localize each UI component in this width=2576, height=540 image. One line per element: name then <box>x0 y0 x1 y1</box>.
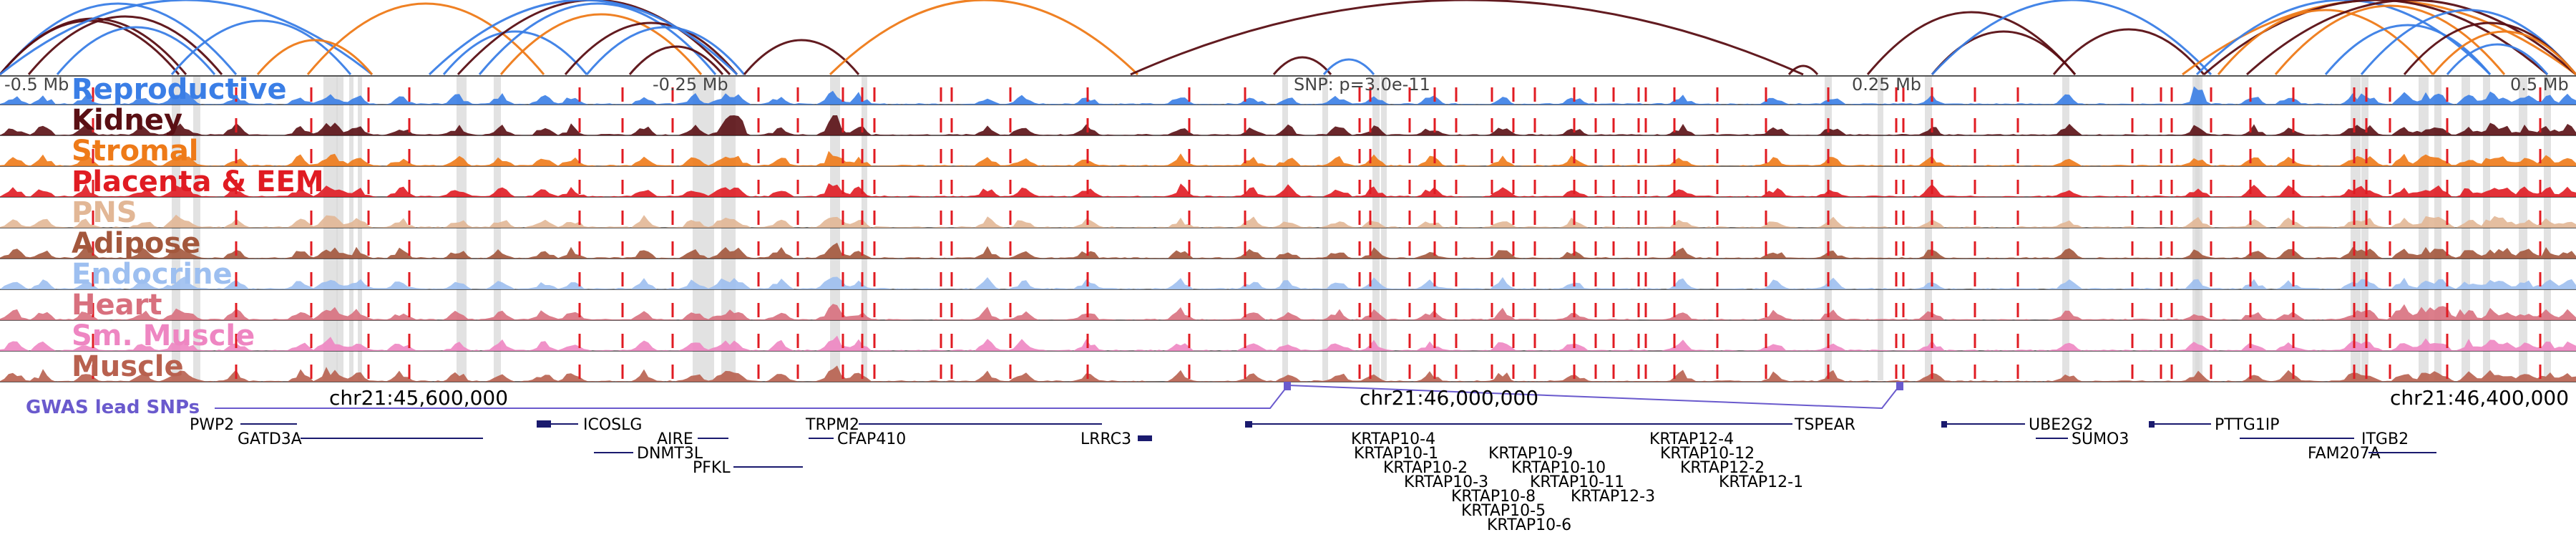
gene-label[interactable]: ITGB2 <box>2361 430 2409 448</box>
coordinate-label: chr21:46,400,000 <box>2390 386 2569 410</box>
gene-label[interactable]: TSPEAR <box>1794 416 1855 434</box>
interaction-arc <box>829 0 1139 76</box>
gene-label[interactable]: AIRE <box>657 430 693 448</box>
track-label-heart: Heart <box>72 289 162 322</box>
interaction-arc <box>2203 0 2548 76</box>
track-label-endocrine: Endocrine <box>72 258 233 291</box>
track-label-muscle: Muscle <box>72 350 184 383</box>
coordinate-labels: chr21:45,600,000 chr21:46,000,000 chr21:… <box>329 386 2569 410</box>
gene-label[interactable]: KRTAP10-2 <box>1383 459 1468 477</box>
gwas-snp-marker[interactable] <box>1896 382 1903 390</box>
interaction-arc <box>27 15 223 75</box>
gene-exon <box>537 420 551 428</box>
gene-exon <box>2149 421 2155 428</box>
interaction-arc <box>56 26 216 75</box>
position-ruler: -0.5 Mb -0.25 Mb SNP: p=3.0e-11 0.25 Mb … <box>0 74 2576 95</box>
gene-label[interactable]: KRTAP10-1 <box>1354 445 1438 463</box>
gene-label[interactable]: KRTAP10-6 <box>1487 516 1571 534</box>
gwas-snp-marker[interactable] <box>1284 382 1291 390</box>
track-label-kidney: Kidney <box>72 104 182 137</box>
gene-label[interactable]: KRTAP10-3 <box>1404 473 1488 491</box>
gene-label[interactable]: DNMT3L <box>637 445 703 463</box>
gene-label[interactable]: UBE2G2 <box>2029 416 2093 434</box>
gene-label[interactable]: KRTAP12-2 <box>1680 459 1765 477</box>
gene-label[interactable]: GATD3A <box>238 430 302 448</box>
track-labels: Reproductive Kidney Stromal Placenta & E… <box>72 73 324 383</box>
gene-label[interactable]: KRTAP10-10 <box>1511 459 1606 477</box>
interaction-arc <box>585 26 746 75</box>
gene-exon <box>1941 421 1947 428</box>
coordinate-label: chr21:46,000,000 <box>1360 386 1538 410</box>
interaction-arc <box>428 0 738 76</box>
interaction-arc <box>743 39 860 75</box>
ruler-right-mid-label: 0.25 Mb <box>1852 74 1921 95</box>
gene-label[interactable]: LRRC3 <box>1080 430 1131 448</box>
track-label-pns: PNS <box>72 196 137 229</box>
gene-exon <box>1245 421 1252 428</box>
interaction-arc <box>2052 28 2205 75</box>
interaction-arc <box>2245 0 2576 76</box>
track-label-placenta: Placenta & EEM <box>72 165 324 198</box>
gene-label[interactable]: KRTAP10-12 <box>1660 445 1755 463</box>
gene-track: PWP2 GATD3A ICOSLG AIRE DNMT3L PFKL TRPM… <box>190 416 2436 534</box>
interaction-arc <box>442 30 588 75</box>
interaction-arc <box>0 2 238 75</box>
interaction-arc <box>628 45 724 75</box>
ruler-left-mid-label: -0.25 Mb <box>653 74 728 95</box>
gene-label[interactable]: TRPM2 <box>805 416 859 434</box>
gene-label[interactable]: KRTAP10-9 <box>1488 445 1573 463</box>
interaction-arc <box>1931 0 2212 76</box>
track-label-reproductive: Reproductive <box>72 73 287 106</box>
interaction-arc <box>2446 43 2549 75</box>
gwas-label: GWAS lead SNPs <box>26 397 200 418</box>
gene-label[interactable]: ICOSLG <box>583 416 642 434</box>
interaction-arc <box>478 2 717 75</box>
gene-label[interactable]: KRTAP10-4 <box>1351 430 1435 448</box>
gene-exon <box>1138 435 1152 441</box>
coordinate-label: chr21:45,600,000 <box>329 386 508 410</box>
interaction-arc <box>1866 11 2077 75</box>
interaction-arc <box>1130 0 1804 76</box>
interaction-arc <box>1787 64 1819 75</box>
gene-label[interactable]: KRTAP10-8 <box>1451 488 1536 506</box>
gene-label[interactable]: SUMO3 <box>2072 430 2129 448</box>
ruler-left-label: -0.5 Mb <box>4 74 69 95</box>
interaction-arc <box>564 21 738 75</box>
gene-label[interactable]: KRTAP12-1 <box>1719 473 1803 491</box>
interaction-arc <box>0 0 373 76</box>
gene-label[interactable]: KRTAP12-4 <box>1649 430 1734 448</box>
gene-label[interactable]: PTTG1IP <box>2215 416 2280 434</box>
interaction-arc <box>2195 0 2492 76</box>
gene-label[interactable]: KRTAP10-11 <box>1530 473 1624 491</box>
track-label-stromal: Stromal <box>72 135 199 168</box>
gene-label[interactable]: KRTAP12-3 <box>1571 488 1655 506</box>
interaction-arcs <box>0 0 2576 76</box>
track-label-adipose: Adipose <box>72 227 200 260</box>
gene-label[interactable]: KRTAP10-5 <box>1461 502 1546 520</box>
gene-label[interactable]: CFAP410 <box>837 430 906 448</box>
interaction-arc <box>1272 56 1332 75</box>
interaction-arc <box>306 2 545 75</box>
interaction-arc <box>2217 9 2434 75</box>
interaction-arc <box>170 19 352 75</box>
gwas-track: GWAS lead SNPs <box>26 382 1903 418</box>
track-label-sm-muscle: Sm. Muscle <box>72 319 255 352</box>
interaction-arc <box>2274 4 2506 75</box>
gene-label[interactable]: PFKL <box>693 459 731 477</box>
interaction-arc <box>1322 58 1375 75</box>
interaction-arc <box>2431 30 2576 75</box>
interaction-arc <box>256 39 374 75</box>
gene-label[interactable]: PWP2 <box>190 416 234 434</box>
gene-label[interactable]: FAM207A <box>2308 445 2381 463</box>
ruler-center-label: SNP: p=3.0e-11 <box>1294 74 1430 95</box>
interaction-arc <box>457 0 731 76</box>
interaction-arc <box>2324 24 2492 75</box>
track-signal <box>0 183 2576 197</box>
ruler-right-label: 0.5 Mb <box>2510 74 2569 95</box>
